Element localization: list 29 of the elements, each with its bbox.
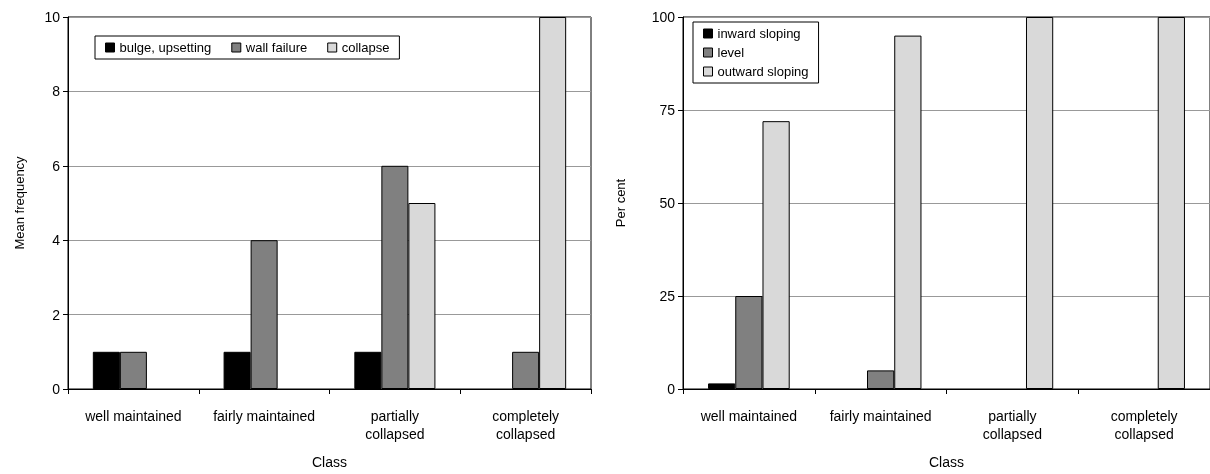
y-tick-label: 0 bbox=[52, 381, 61, 397]
legend-label: inward sloping bbox=[717, 26, 801, 41]
x-tick-label: fairly maintained bbox=[829, 408, 932, 424]
y-axis-title: Mean frequency bbox=[12, 155, 27, 250]
y-tick-label: 10 bbox=[44, 9, 61, 25]
legend-label: level bbox=[717, 45, 745, 60]
x-axis-title: Class bbox=[928, 454, 965, 470]
x-tick-label: fairly maintained bbox=[213, 408, 316, 424]
legend-label: outward sloping bbox=[717, 64, 809, 79]
x-tick-label: partially collapsed bbox=[365, 408, 425, 442]
y-tick-label: 50 bbox=[659, 195, 676, 211]
y-tick-label: 100 bbox=[651, 9, 676, 25]
x-tick-label: partially collapsed bbox=[982, 408, 1042, 442]
y-tick-label: 25 bbox=[659, 288, 676, 304]
legend-label: wall failure bbox=[244, 40, 308, 55]
legend-label: collapse bbox=[341, 40, 390, 55]
y-axis-title: Per cent bbox=[613, 178, 628, 228]
y-tick-label: 8 bbox=[52, 83, 61, 100]
y-tick-label: 6 bbox=[52, 157, 61, 174]
x-tick-label: completely collapsed bbox=[1110, 408, 1178, 442]
x-tick-label: well maintained bbox=[699, 408, 798, 424]
y-tick-label: 2 bbox=[52, 306, 61, 323]
x-axis-title: Class bbox=[311, 454, 348, 470]
y-tick-label: 75 bbox=[659, 102, 676, 118]
legend-label: bulge, upsetting bbox=[119, 40, 212, 55]
y-tick-label: 0 bbox=[667, 381, 676, 397]
x-tick-label: completely collapsed bbox=[492, 408, 560, 442]
y-tick-label: 4 bbox=[52, 232, 61, 249]
x-tick-label: well maintained bbox=[84, 408, 182, 424]
